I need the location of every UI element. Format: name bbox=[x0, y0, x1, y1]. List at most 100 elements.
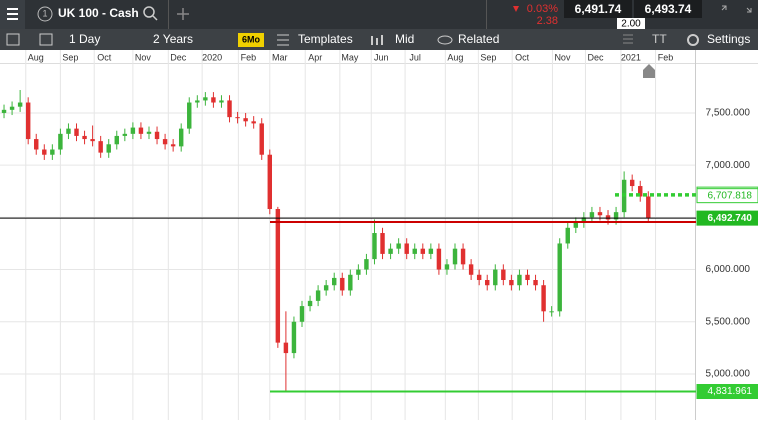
x-tick-label: 2021 bbox=[621, 52, 641, 62]
candle-body bbox=[517, 274, 522, 286]
candle-body bbox=[25, 102, 31, 140]
candle-body bbox=[90, 139, 95, 142]
candle-body bbox=[541, 285, 546, 312]
x-tick-label: Jun bbox=[374, 52, 389, 62]
candle-body bbox=[211, 97, 216, 103]
list-icon[interactable] bbox=[623, 34, 633, 44]
candle-body bbox=[557, 243, 562, 312]
candle-body bbox=[412, 248, 417, 254]
candle-body bbox=[348, 274, 353, 291]
candle-body bbox=[187, 102, 192, 129]
related-icon bbox=[437, 35, 453, 45]
candle-body bbox=[428, 248, 434, 254]
change: 2.38 bbox=[537, 15, 558, 27]
candle-body bbox=[396, 243, 401, 249]
price-label: 6,492.740 bbox=[708, 213, 753, 224]
now-marker bbox=[643, 64, 655, 78]
candle-body bbox=[476, 274, 482, 281]
candle-body bbox=[493, 269, 498, 286]
settings[interactable]: Settings bbox=[707, 32, 750, 46]
candle-body bbox=[74, 128, 79, 136]
grid: Aug Sep Oct Nov Dec 2020 Feb Mar Apr May Jun Jul Aug… bbox=[0, 50, 750, 420]
candle-body bbox=[106, 144, 111, 153]
candle-body bbox=[66, 128, 71, 134]
candle-body bbox=[122, 133, 128, 136]
candle-body bbox=[170, 144, 176, 147]
candle-body bbox=[388, 248, 393, 254]
candle-body bbox=[235, 117, 240, 119]
candle-body bbox=[259, 123, 264, 155]
candle-body bbox=[130, 127, 136, 134]
candle-body bbox=[331, 277, 337, 286]
mid[interactable]: Mid bbox=[395, 32, 414, 46]
candle-body bbox=[372, 233, 377, 260]
x-tick-label: Dec bbox=[587, 52, 604, 62]
candle-body bbox=[420, 248, 426, 254]
candle-body bbox=[227, 100, 232, 118]
y-tick-label: 6,000.000 bbox=[706, 264, 751, 275]
templates[interactable]: Templates bbox=[298, 32, 353, 46]
x-tick-label: Aug bbox=[447, 52, 463, 62]
candle-body bbox=[364, 259, 369, 270]
period-badge[interactable] bbox=[238, 33, 264, 47]
candle-body bbox=[436, 248, 442, 270]
candle-body bbox=[251, 121, 256, 124]
layout-icon[interactable] bbox=[39, 33, 53, 46]
related[interactable]: Related bbox=[458, 32, 499, 46]
candle-body bbox=[9, 106, 15, 110]
candle-body bbox=[283, 342, 289, 354]
candle-body bbox=[178, 128, 184, 147]
candle-body bbox=[646, 196, 651, 219]
x-tick-label: Aug bbox=[28, 52, 44, 62]
x-tick-label: Dec bbox=[170, 52, 187, 62]
candle-body bbox=[581, 217, 587, 223]
interval[interactable]: 1 Day bbox=[69, 32, 100, 46]
x-tick-label: Nov bbox=[135, 52, 152, 62]
sell-button[interactable] bbox=[564, 0, 632, 18]
templates-icon bbox=[277, 34, 289, 46]
plot bbox=[1, 89, 651, 391]
candle-body bbox=[549, 311, 554, 313]
candle-body bbox=[243, 118, 248, 122]
candle-body bbox=[98, 141, 103, 153]
candle-body bbox=[452, 248, 458, 265]
candle-body bbox=[565, 227, 570, 244]
candle-body bbox=[203, 97, 208, 101]
candle-body bbox=[356, 269, 361, 275]
x-tick-label: Feb bbox=[658, 52, 674, 62]
range[interactable]: 2 Years bbox=[153, 32, 193, 46]
panel-icon[interactable] bbox=[6, 33, 20, 46]
x-tick-label: Nov bbox=[554, 52, 571, 62]
candle-body bbox=[444, 264, 450, 270]
candle-body bbox=[267, 154, 273, 210]
search-icon[interactable] bbox=[143, 6, 155, 18]
change-pct: 0.03% bbox=[527, 3, 558, 15]
candle-body bbox=[219, 100, 224, 103]
x-tick-label: Jul bbox=[409, 52, 421, 62]
x-tick-label: Oct bbox=[97, 52, 112, 62]
candle-body bbox=[154, 131, 160, 140]
x-tick-label: Apr bbox=[308, 52, 322, 62]
settings-icon bbox=[687, 34, 699, 46]
candle-body bbox=[404, 243, 409, 254]
candle-body bbox=[138, 127, 144, 134]
text-icon[interactable]: TT bbox=[652, 32, 667, 46]
x-tick-label: May bbox=[341, 52, 359, 62]
add-tab[interactable] bbox=[177, 8, 189, 20]
candle-body bbox=[323, 285, 329, 291]
instrument[interactable]: UK 100 - Cash bbox=[58, 6, 139, 20]
separator bbox=[486, 0, 487, 29]
search-icon-handle bbox=[152, 15, 158, 21]
date-axis-border bbox=[0, 63, 758, 64]
candle-body bbox=[195, 100, 200, 103]
candle-body bbox=[114, 135, 119, 145]
buy-button[interactable] bbox=[634, 0, 702, 18]
y-tick-label: 7,000.000 bbox=[706, 160, 751, 171]
x-tick-label: Oct bbox=[515, 52, 530, 62]
y-tick-label: 5,500.000 bbox=[706, 316, 751, 327]
candle-body bbox=[162, 139, 168, 145]
x-tick-label: Mar bbox=[272, 52, 288, 62]
window-icons[interactable] bbox=[721, 5, 752, 13]
candle-body bbox=[340, 277, 345, 291]
price-label-box bbox=[696, 188, 758, 204]
